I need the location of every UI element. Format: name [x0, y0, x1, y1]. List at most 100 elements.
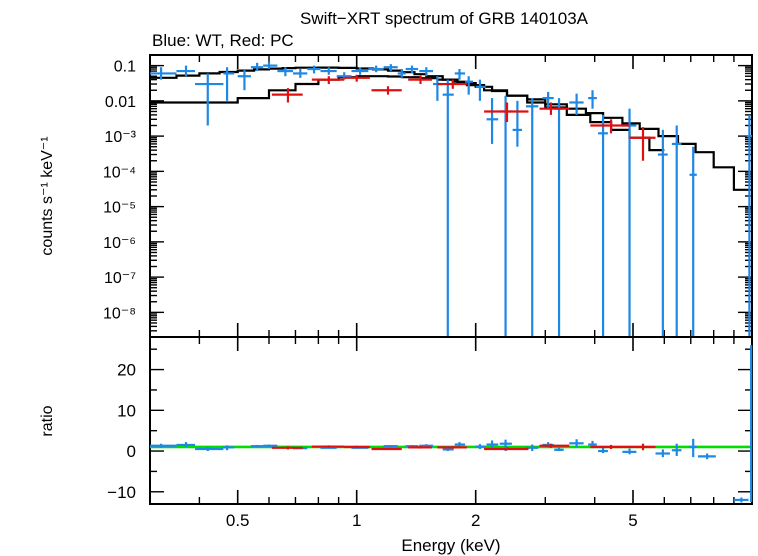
- spectrum-y-tick-label: 0.01: [105, 94, 136, 111]
- wt-data-point: [689, 146, 697, 336]
- wt-data-point: [442, 79, 454, 336]
- wt-data-point: [622, 108, 637, 336]
- wt-ratio-point: [150, 443, 177, 448]
- wt-data-point: [351, 67, 369, 75]
- pc-data-point: [371, 86, 402, 95]
- spectrum-ticks: [149, 54, 753, 338]
- wt-data-point: [150, 67, 177, 80]
- ratio-y-tick-labels: 20 10 0 −10: [107, 361, 136, 502]
- wt-ratio-point: [383, 445, 398, 448]
- wt-ratio-point: [223, 445, 235, 451]
- pc-data-point: [629, 127, 656, 161]
- wt-ratio-point: [697, 453, 716, 460]
- pc-ratio-point: [408, 446, 432, 449]
- pc-data-point: [311, 76, 345, 85]
- wt-ratio-point: [598, 447, 608, 454]
- pc-ratio-point: [371, 447, 402, 451]
- chart-subtitle: Blue: WT, Red: PC: [152, 31, 294, 50]
- pc-data-point: [271, 88, 303, 103]
- wt-ratio-point: [454, 442, 466, 447]
- wt-data-point: [368, 65, 384, 73]
- spectrum-y-tick-label: 10⁻⁸: [103, 305, 136, 322]
- wt-data-point: [176, 65, 196, 77]
- x-tick-labels: 0.5 1 2 5: [226, 511, 638, 530]
- wt-ratio-point: [554, 446, 564, 452]
- wt-data-point: [397, 69, 406, 78]
- wt-data-point: [263, 61, 278, 70]
- wt-data-point: [405, 65, 419, 74]
- wt-data-point: [746, 114, 752, 336]
- wt-ratio-point: [569, 439, 584, 448]
- wt-data-point: [292, 69, 308, 78]
- ratio-y-tick-label: 20: [117, 361, 136, 380]
- spectrum-y-tick-label: 10⁻³: [104, 129, 136, 146]
- ratio-y-tick-label: 10: [117, 401, 136, 420]
- x-tick-label: 1: [352, 511, 361, 530]
- wt-data-point: [512, 100, 523, 147]
- ratio-data-points: [150, 345, 753, 503]
- pc-data-point: [484, 102, 529, 123]
- pc-ratio-point: [437, 446, 467, 449]
- wt-ratio-point: [475, 444, 486, 450]
- wt-data-point: [569, 93, 584, 115]
- ratio-y-axis-label: ratio: [39, 405, 56, 436]
- ratio-y-tick-label: 0: [127, 442, 136, 461]
- wt-ratio-point: [486, 440, 499, 449]
- wt-ratio-point: [176, 442, 196, 447]
- wt-ratio-point: [750, 345, 753, 502]
- model-step-line: [150, 75, 665, 152]
- wt-data-point: [525, 98, 539, 336]
- spectrum-data-points: [150, 61, 752, 336]
- pc-data-point: [539, 102, 570, 115]
- pc-ratio-point: [590, 444, 630, 450]
- wt-ratio-point: [655, 449, 670, 458]
- wt-data-point: [657, 129, 668, 336]
- wt-data-point: [671, 125, 682, 336]
- ratio-panel-frame: [149, 336, 753, 505]
- wt-data-point: [237, 69, 251, 91]
- spectrum-y-tick-label: 10⁻⁴: [103, 164, 136, 181]
- wt-data-point: [486, 98, 499, 144]
- wt-ratio-point: [671, 443, 682, 456]
- wt-data-point: [598, 114, 608, 336]
- spectrum-y-tick-label: 10⁻⁵: [103, 200, 136, 217]
- spectrum-y-tick-label: 10⁻⁶: [103, 235, 136, 252]
- wt-data-point: [250, 62, 264, 72]
- wt-data-point: [475, 79, 486, 101]
- wt-data-point: [195, 73, 224, 126]
- ratio-panel: 20 10 0 −10: [107, 336, 753, 505]
- wt-data-point: [465, 76, 474, 95]
- pc-data-point: [437, 79, 467, 89]
- pc-ratio-point: [539, 443, 570, 448]
- spectrum-model-steps: [150, 66, 752, 191]
- chart-title: Swift−XRT spectrum of GRB 140103A: [300, 9, 589, 28]
- wt-data-point: [419, 67, 434, 77]
- wt-ratio-point: [263, 444, 278, 447]
- spectrum-y-tick-label: 0.1: [114, 59, 136, 76]
- x-axis-label: Energy (keV): [401, 536, 500, 555]
- wt-data-point: [454, 69, 466, 80]
- wt-data-point: [277, 67, 293, 77]
- spectrum-y-tick-label: 10⁻⁷: [104, 270, 136, 287]
- wt-ratio-point: [689, 438, 697, 458]
- pc-ratio-point: [629, 443, 656, 451]
- pc-data-point: [408, 75, 432, 85]
- ratio-ticks: [149, 337, 753, 504]
- pc-data-point: [590, 119, 630, 134]
- wt-ratio-point: [195, 446, 224, 452]
- pc-data-point: [344, 74, 370, 82]
- x-tick-label: 0.5: [226, 511, 250, 530]
- wt-ratio-point: [525, 444, 539, 452]
- wt-data-point: [499, 95, 512, 336]
- wt-data-point: [554, 98, 564, 336]
- ratio-y-tick-label: −10: [107, 483, 136, 502]
- wt-data-point: [320, 67, 337, 75]
- pc-ratio-point: [271, 446, 303, 450]
- wt-data-point: [542, 91, 554, 109]
- pc-ratio-point: [484, 447, 529, 451]
- x-tick-label: 5: [628, 511, 637, 530]
- wt-data-point: [307, 65, 321, 74]
- spectrum-y-axis-label: counts s⁻¹ keV⁻¹: [39, 136, 56, 255]
- spectrum-panel: 0.1 0.01 10⁻³ 10⁻⁴ 10⁻⁵ 10⁻⁶ 10⁻⁷ 10⁻⁸: [103, 54, 753, 338]
- wt-ratio-point: [733, 497, 749, 503]
